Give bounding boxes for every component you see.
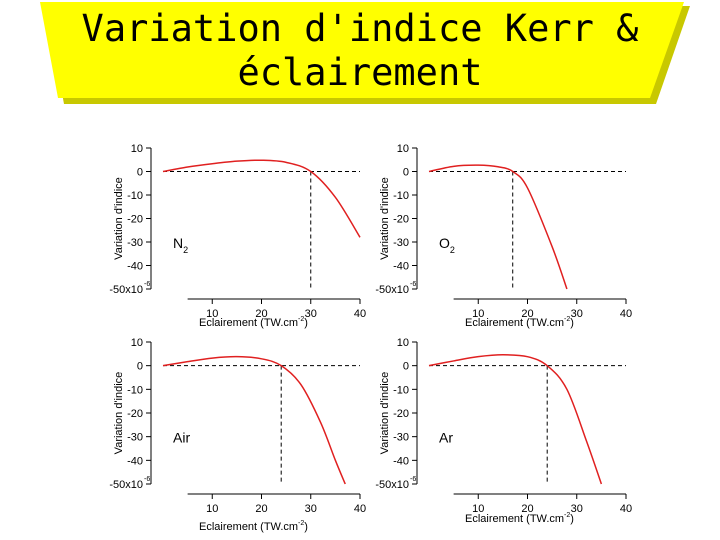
x-tick-label: 30	[305, 503, 317, 515]
chart-panel-1: 10 0 -10 -20 -30 -40 -50x10 -6 10 20 30 40 Eclaireme…	[109, 143, 366, 329]
y-tick-label: 0	[403, 361, 409, 373]
series-line	[428, 354, 603, 485]
y-tick-label: 0	[137, 361, 143, 373]
y-axis-label: Variation d'indice	[113, 177, 125, 260]
y-tick-label: -30	[127, 237, 143, 249]
y-tick-label: -40	[127, 261, 143, 273]
x-axis-label: Eclairement (TW.cm-2)	[199, 520, 308, 533]
x-tick-label: 30	[305, 308, 317, 320]
x-tick-label: 40	[354, 503, 366, 515]
y-tick-label: 10	[131, 143, 143, 155]
y-tick-label: -20	[127, 408, 143, 420]
x-tick-label: 30	[571, 308, 583, 320]
series-label-subscript: 2	[450, 245, 455, 255]
x-axis-label-end: )	[304, 317, 308, 329]
y-axis-label: Variation d'indice	[379, 372, 391, 455]
page-title-line-1: Variation d'indice Kerr &	[81, 7, 639, 50]
x-tick-label: 20	[521, 503, 533, 515]
x-tick-label: 20	[521, 308, 533, 320]
page-title-line-2: éclairement	[237, 51, 483, 94]
y-tick-label: 0	[137, 167, 143, 179]
y-tick-label: -40	[393, 261, 409, 273]
x-tick-label: 10	[206, 503, 218, 515]
series-label: Ar	[439, 430, 453, 446]
x-axis-label-superscript: -2	[564, 512, 570, 519]
y-tick-label: -30	[393, 237, 409, 249]
x-axis-label: Eclairement (TW.cm-2)	[465, 316, 574, 329]
series-label: Air	[173, 430, 190, 446]
y-axis-label: Variation d'indice	[379, 177, 391, 260]
y-tick-label: -50x10	[375, 284, 409, 296]
y-tick-label: -10	[127, 384, 143, 396]
x-tick-label: 20	[255, 503, 267, 515]
x-axis-label-main: Eclairement (TW.cm	[465, 513, 564, 525]
y-tick-exponent: -6	[144, 281, 150, 288]
x-tick-label: 30	[571, 503, 583, 515]
y-axis-label: Variation d'indice	[113, 372, 125, 455]
series-label-main: O	[439, 235, 450, 251]
x-axis-label-end: )	[304, 521, 308, 533]
y-tick-label: -20	[393, 214, 409, 226]
title-banner: Variation d'indice Kerr & éclairement	[0, 0, 720, 106]
series-line	[162, 159, 361, 238]
x-axis-label-end: )	[570, 513, 574, 525]
series-label-subscript: 2	[183, 245, 188, 255]
y-tick-exponent: -6	[410, 476, 416, 483]
title-banner-shape	[40, 2, 690, 104]
chart-panel-4: 10 0 -10 -20 -30 -40 -50x10 -6 10 20 30 40 Eclaireme…	[375, 337, 632, 525]
y-tick-label: 10	[397, 337, 409, 349]
x-axis-label-main: Eclairement (TW.cm	[199, 521, 298, 533]
chart-panel-3: 10 0 -10 -20 -30 -40 -50x10 -6 10 20 30 40 Eclaireme…	[109, 337, 366, 533]
series-label-main: Ar	[439, 430, 453, 446]
y-tick-label: -30	[127, 432, 143, 444]
series-line	[162, 355, 346, 485]
series-label-main: Air	[173, 430, 190, 446]
x-axis-label-main: Eclairement (TW.cm	[199, 317, 298, 329]
y-tick-label: -40	[127, 455, 143, 467]
y-tick-exponent: -6	[410, 281, 416, 288]
y-tick-label: -50x10	[375, 479, 409, 491]
chart-panel-2: 10 0 -10 -20 -30 -40 -50x10 -6 10 20 30 40 Eclaireme…	[375, 143, 632, 329]
y-tick-label: -10	[127, 190, 143, 202]
y-tick-label: -10	[393, 384, 409, 396]
x-axis-label: Eclairement (TW.cm-2)	[465, 512, 574, 525]
title-banner-fill	[40, 2, 684, 98]
y-tick-label: 10	[131, 337, 143, 349]
y-tick-label: -30	[393, 432, 409, 444]
y-tick-label: -50x10	[109, 284, 143, 296]
series-label-main: N	[173, 235, 183, 251]
y-tick-label: -40	[393, 455, 409, 467]
y-tick-exponent: -6	[144, 476, 150, 483]
x-tick-label: 40	[354, 308, 366, 320]
y-tick-label: -20	[393, 408, 409, 420]
x-axis-label-superscript: -2	[564, 316, 570, 323]
x-axis-label-end: )	[570, 317, 574, 329]
series-label: N2	[173, 235, 188, 255]
x-axis-label-main: Eclairement (TW.cm	[465, 317, 564, 329]
x-axis-label: Eclairement (TW.cm-2)	[199, 316, 308, 329]
x-tick-label: 10	[472, 503, 484, 515]
series-line	[428, 164, 568, 290]
series-label: O2	[439, 235, 455, 255]
x-tick-label: 40	[620, 308, 632, 320]
x-tick-label: 20	[255, 308, 267, 320]
x-axis-label-superscript: -2	[298, 316, 304, 323]
x-tick-label: 10	[206, 308, 218, 320]
y-tick-label: -20	[127, 214, 143, 226]
x-axis-label-superscript: -2	[298, 520, 304, 527]
x-tick-label: 10	[472, 308, 484, 320]
x-tick-label: 40	[620, 503, 632, 515]
y-tick-label: 0	[403, 167, 409, 179]
y-tick-label: 10	[397, 143, 409, 155]
y-tick-label: -10	[393, 190, 409, 202]
y-tick-label: -50x10	[109, 479, 143, 491]
